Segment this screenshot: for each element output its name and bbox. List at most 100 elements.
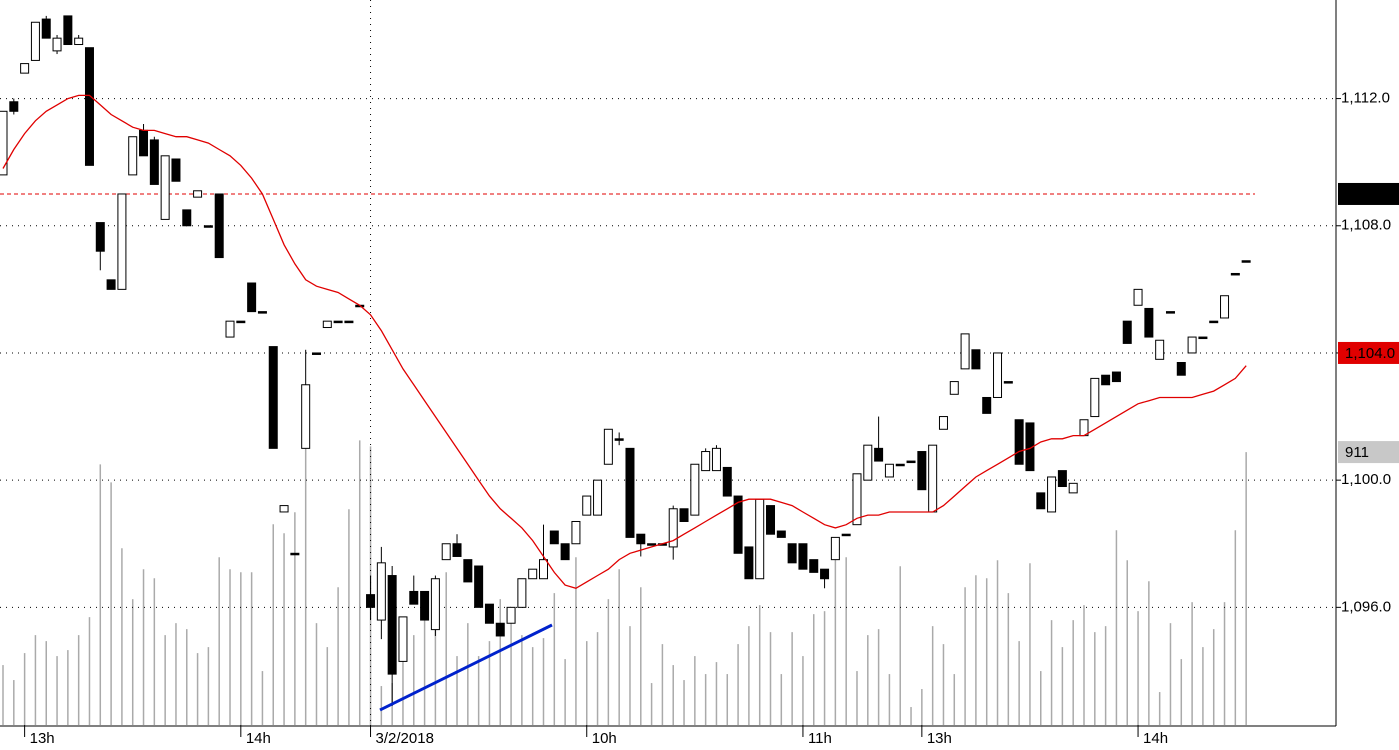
candle-body: [366, 594, 376, 608]
candle-body: [106, 279, 116, 290]
candle-body: [809, 559, 819, 573]
candle-body: [733, 495, 743, 554]
y-tick-label: 1,100.0: [1341, 471, 1391, 488]
candle-body: [398, 616, 408, 662]
candle-body: [1014, 419, 1024, 465]
candle-body: [311, 352, 321, 355]
candle-body: [387, 575, 397, 675]
candle-body: [193, 190, 203, 198]
candle-body: [938, 416, 948, 430]
candle-body: [236, 320, 246, 324]
candle-body: [1241, 260, 1251, 263]
moving-average: [2, 94, 1247, 590]
candle-body: [701, 451, 711, 472]
candle-body: [149, 139, 159, 185]
candle-body: [766, 505, 776, 535]
candle-body: [1155, 339, 1165, 360]
x-tick-label: 14h: [1143, 730, 1168, 747]
candle-body: [679, 508, 689, 522]
candle-body: [333, 320, 343, 324]
candle-body: [1133, 288, 1143, 306]
candle-body: [95, 222, 105, 252]
candle-body: [430, 578, 440, 631]
ma-badge-bg: [1338, 341, 1399, 364]
candle-body: [441, 543, 451, 561]
candle-body: [874, 447, 884, 462]
trend-line: [379, 623, 553, 712]
y-tick-label: 1,112.0: [1341, 90, 1390, 107]
candle-body: [1230, 272, 1240, 276]
candle-body: [906, 460, 916, 464]
candle-body: [1068, 482, 1078, 494]
candle-body: [1220, 295, 1230, 319]
ma-badge: 1,104.0: [1345, 345, 1395, 362]
candle-body: [917, 451, 927, 491]
candle-body: [344, 320, 354, 324]
x-tick-label: 14h: [246, 730, 271, 747]
x-tick-label: 13h: [30, 730, 55, 747]
candle-body: [1057, 470, 1067, 488]
candle-body: [852, 473, 862, 526]
axis-layer: 1,096.0 1,100.0 1,104.0 1,108.0 1,112.0 13h 14…: [24, 90, 1399, 747]
candle-body: [1198, 336, 1208, 340]
candle-body: [376, 562, 386, 621]
candle-body: [549, 530, 559, 545]
candle-body: [895, 463, 905, 467]
candle-body: [301, 384, 311, 449]
candle-body: [1187, 336, 1197, 354]
candle-body: [560, 543, 570, 561]
candle-body: [20, 63, 30, 74]
candle-body: [971, 349, 981, 370]
candle-body: [668, 508, 678, 548]
candle-body: [268, 346, 278, 449]
candle-body: [1101, 374, 1111, 386]
candle-body: [787, 543, 797, 564]
candle-body: [841, 533, 851, 537]
price-badge: 1,109: [1345, 186, 1383, 203]
candle-body: [928, 444, 938, 513]
candle-body: [182, 209, 192, 227]
candle-body: [755, 498, 765, 580]
y-tick-label: 1,108.0: [1341, 217, 1391, 234]
candle-body: [160, 155, 170, 220]
candle-body: [820, 568, 830, 580]
candle-body: [409, 590, 419, 605]
candle-body: [647, 543, 657, 546]
candle-body: [474, 565, 484, 608]
candle-body: [74, 37, 84, 46]
candle-body: [1090, 377, 1100, 418]
candle-body: [247, 282, 257, 313]
candle-body: [690, 463, 700, 516]
candle-body: [203, 225, 213, 228]
candle-body: [171, 158, 181, 182]
candle-body: [84, 47, 94, 166]
candle-body: [52, 37, 62, 52]
candle-body: [603, 428, 613, 465]
candle-body: [1036, 492, 1046, 510]
candle-body: [9, 101, 19, 112]
candle-body: [506, 606, 516, 624]
candle-body: [593, 479, 603, 516]
candle-body: [1209, 320, 1219, 324]
candle-body: [539, 559, 548, 580]
candle-body: [517, 578, 527, 608]
candle-body: [63, 15, 73, 46]
candle-body: [1047, 476, 1057, 513]
candle-body: [1122, 320, 1132, 344]
candle-body: [636, 533, 646, 545]
candle-body: [41, 18, 51, 39]
x-tick-label: 11h: [808, 730, 832, 747]
candle-body: [711, 447, 721, 472]
candle-body: [322, 320, 332, 329]
candle-body: [863, 444, 873, 481]
candle-body: [225, 320, 235, 338]
x-tick-label: 13h: [927, 730, 952, 747]
candle-body: [30, 21, 40, 61]
candle-body: [128, 136, 138, 176]
candle-body: [1144, 307, 1154, 338]
candle-body: [982, 396, 992, 414]
candle-body: [484, 603, 494, 624]
candle-body: [798, 543, 808, 570]
candle-body: [776, 530, 786, 538]
